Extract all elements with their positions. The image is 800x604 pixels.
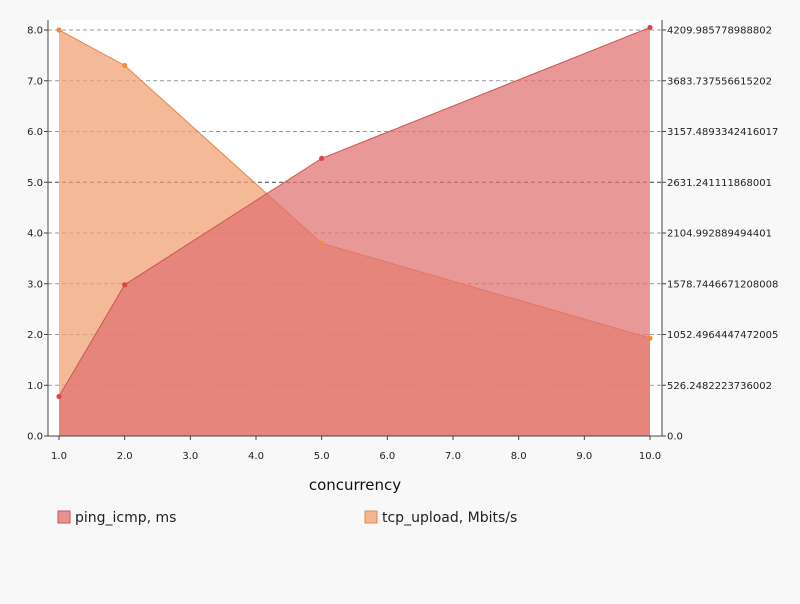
y-left-tick-label: 3.0 — [27, 279, 43, 290]
x-tick-label: 10.0 — [639, 451, 661, 462]
y-left-tick-label: 2.0 — [27, 330, 43, 341]
series-points — [56, 24, 653, 400]
y-right-tick-label: 4209.985778988802 — [667, 26, 772, 37]
x-tick-label: 1.0 — [51, 451, 67, 462]
legend: ping_icmp, ms tcp_upload, Mbits/s — [57, 510, 517, 526]
y-left-tick-label: 0.0 — [27, 432, 43, 443]
point-tcp-upload — [56, 27, 62, 33]
y-right-tick-label: 3157.4893342416017 — [667, 127, 778, 138]
y-left-tick-label: 7.0 — [27, 76, 43, 87]
y-left-tick-label: 4.0 — [27, 229, 43, 240]
x-tick-label: 9.0 — [576, 451, 592, 462]
point-ping-icmp — [56, 393, 62, 400]
y-right-tick-label: 2631.241111868001 — [667, 178, 772, 189]
y-left-tick-label: 5.0 — [27, 178, 43, 189]
x-tick-label: 5.0 — [314, 451, 330, 462]
legend-swatch-ping-icmp — [57, 510, 71, 524]
x-tick-label: 3.0 — [182, 451, 198, 462]
legend-label-tcp-upload: tcp_upload, Mbits/s — [382, 510, 517, 526]
point-ping-icmp — [319, 155, 325, 161]
x-tick-label: 8.0 — [511, 451, 527, 462]
y-left-tick-label: 8.0 — [27, 26, 43, 37]
x-tick-label: 6.0 — [379, 451, 395, 462]
y-right-tick-label: 3683.737556615202 — [667, 76, 772, 87]
line-ping-icmp — [58, 26, 651, 397]
y-right-tick-label: 526.2482223736002 — [667, 381, 772, 392]
legend-label-ping-icmp: ping_icmp, ms — [75, 510, 176, 526]
y-right-tick-label: 2104.992889494401 — [667, 229, 772, 240]
legend-swatch-tcp-upload — [364, 510, 378, 524]
series-areas — [58, 26, 651, 437]
x-tick-label: 7.0 — [445, 451, 461, 462]
x-tick-label: 4.0 — [248, 451, 264, 462]
y-right-tick-label: 1578.7446671208008 — [667, 279, 778, 290]
area-ping-icmp — [59, 27, 650, 437]
point-ping-icmp — [647, 24, 653, 31]
x-axis-label: concurrency — [309, 476, 401, 494]
y-left-tick-label: 1.0 — [27, 381, 43, 392]
point-tcp-upload — [122, 62, 128, 69]
y-left-tick-label: 6.0 — [27, 127, 43, 138]
axes: 0.0 1.0 2.0 3.0 4.0 5.0 6.0 7.0 8.0 0.0 526.248222… — [27, 20, 778, 462]
y-right-tick-label: 0.0 — [667, 432, 683, 443]
point-tcp-upload — [319, 240, 325, 246]
point-tcp-upload — [647, 335, 653, 341]
point-ping-icmp — [122, 282, 128, 288]
x-tick-label: 2.0 — [117, 451, 133, 462]
y-right-tick-label: 1052.4964447472005 — [667, 330, 778, 341]
